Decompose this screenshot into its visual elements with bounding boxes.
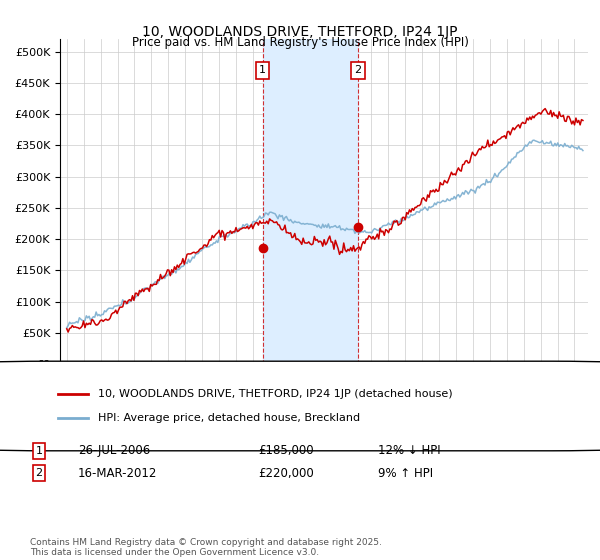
Text: 26-JUL-2006: 26-JUL-2006 — [78, 444, 150, 458]
Bar — [263, 39, 358, 364]
Text: 16-MAR-2012: 16-MAR-2012 — [78, 466, 157, 480]
Text: Price paid vs. HM Land Registry's House Price Index (HPI): Price paid vs. HM Land Registry's House … — [131, 36, 469, 49]
Text: Contains HM Land Registry data © Crown copyright and database right 2025.
This d: Contains HM Land Registry data © Crown c… — [30, 538, 382, 557]
Text: 12% ↓ HPI: 12% ↓ HPI — [378, 444, 440, 458]
Text: 9% ↑ HPI: 9% ↑ HPI — [378, 466, 433, 480]
Text: 10, WOODLANDS DRIVE, THETFORD, IP24 1JP (detached house): 10, WOODLANDS DRIVE, THETFORD, IP24 1JP … — [98, 389, 453, 399]
FancyBboxPatch shape — [0, 361, 600, 451]
Text: 2: 2 — [355, 66, 362, 76]
Text: £220,000: £220,000 — [258, 466, 314, 480]
Text: 10, WOODLANDS DRIVE, THETFORD, IP24 1JP: 10, WOODLANDS DRIVE, THETFORD, IP24 1JP — [142, 25, 458, 39]
Text: HPI: Average price, detached house, Breckland: HPI: Average price, detached house, Brec… — [98, 413, 361, 423]
Text: 1: 1 — [35, 446, 43, 456]
Text: 1: 1 — [259, 66, 266, 76]
Text: £185,000: £185,000 — [258, 444, 314, 458]
Text: 2: 2 — [35, 468, 43, 478]
